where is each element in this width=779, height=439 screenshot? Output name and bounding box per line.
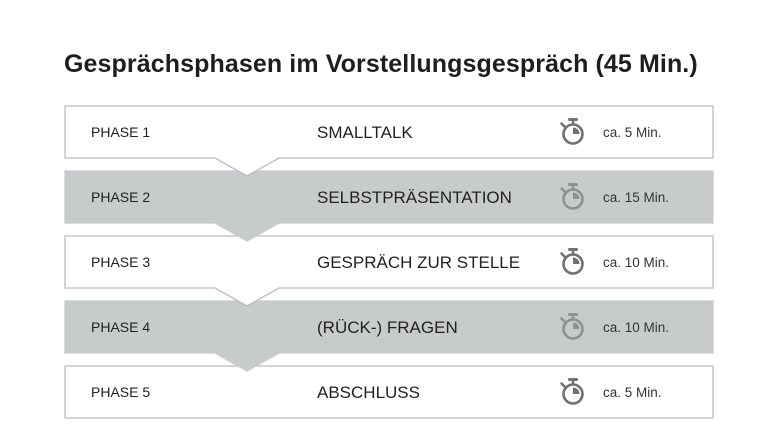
phase-duration: ca. 5 Min.	[603, 385, 662, 400]
phase-box	[64, 235, 714, 307]
phase-name: ABSCHLUSS	[317, 383, 420, 402]
phase-row: PHASE 1 SMALLTALK ca. 5 Min.	[64, 105, 714, 177]
phase-duration: ca. 5 Min.	[603, 125, 662, 140]
page-title: Gesprächsphasen im Vorstellungsgespräch …	[64, 50, 698, 78]
phase-label: PHASE 4	[91, 319, 150, 335]
phase-box	[64, 365, 714, 419]
phase-row: PHASE 5 ABSCHLUSS ca. 5 Min.	[64, 365, 714, 419]
phase-duration: ca. 10 Min.	[603, 255, 669, 270]
phase-row: PHASE 3 GESPRÄCH ZUR STELLE ca. 10 Min.	[64, 235, 714, 307]
phase-row: PHASE 2 SELBSTPRÄSENTATION ca. 15 Min.	[64, 170, 714, 242]
phase-label: PHASE 3	[91, 254, 150, 270]
stopwatch-icon	[560, 183, 584, 210]
phase-label: PHASE 5	[91, 384, 150, 400]
stopwatch-icon	[560, 378, 584, 405]
phase-duration: ca. 15 Min.	[603, 190, 669, 205]
phase-box	[64, 170, 714, 242]
phase-name: GESPRÄCH ZUR STELLE	[317, 253, 520, 272]
phase-duration: ca. 10 Min.	[603, 320, 669, 335]
phase-row: PHASE 4 (RÜCK-) FRAGEN ca. 10 Min.	[64, 300, 714, 372]
phase-name: SELBSTPRÄSENTATION	[317, 188, 512, 207]
stopwatch-icon	[560, 248, 584, 275]
phase-name: SMALLTALK	[317, 123, 413, 142]
phase-box	[64, 105, 714, 177]
stopwatch-icon	[560, 118, 584, 145]
phase-label: PHASE 1	[91, 124, 150, 140]
stopwatch-icon	[560, 313, 584, 340]
phase-name: (RÜCK-) FRAGEN	[317, 318, 458, 337]
phase-label: PHASE 2	[91, 189, 150, 205]
phase-box	[64, 300, 714, 372]
